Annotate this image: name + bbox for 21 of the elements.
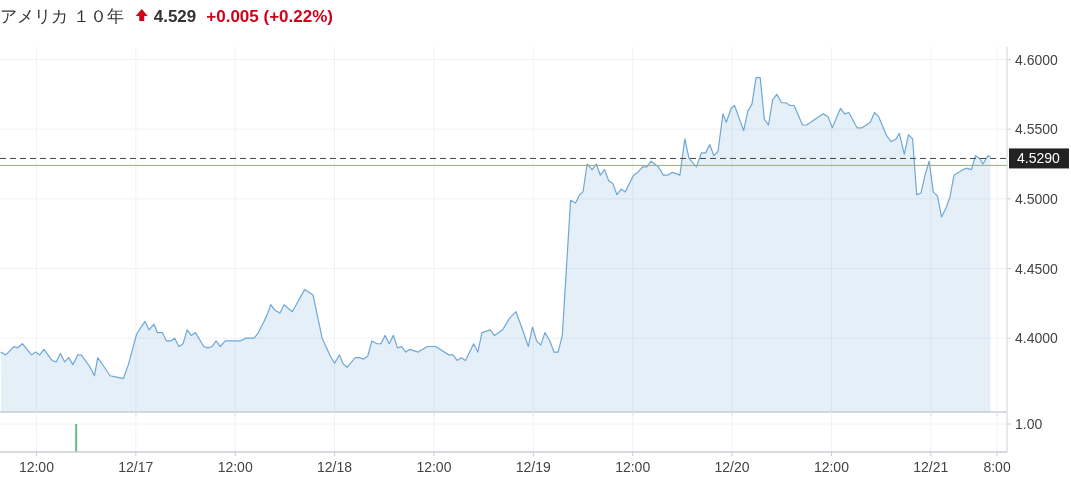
y-tick-label: 4.5500 [1015, 121, 1059, 138]
x-tick-label: 12/21 [913, 459, 949, 475]
chart-title: アメリカ １０年 [0, 7, 124, 26]
y-tick-label: 4.4500 [1015, 260, 1059, 277]
y-tick-label: 4.6000 [1015, 51, 1059, 68]
y-tick-label: 4.5000 [1015, 190, 1059, 207]
y-tick-label: 4.4000 [1015, 330, 1059, 347]
text: +0.005 (+0.22%) [206, 7, 333, 26]
ref-line-label: 4.5290 [1017, 150, 1061, 167]
x-tick-label: 12/18 [317, 459, 353, 475]
x-tick-label: 12/20 [714, 459, 750, 475]
x-tick-label: 12:00 [615, 459, 651, 475]
x-tick-label: 12/19 [515, 459, 552, 475]
x-tick-label: 8:00 [983, 459, 1011, 475]
text: 4.529 [153, 7, 197, 26]
x-tick-label: 12:00 [217, 459, 253, 475]
x-tick-label: 12/17 [118, 459, 154, 475]
x-tick-label: 12:00 [18, 459, 55, 475]
y-tick-label: 1.00 [1015, 416, 1043, 433]
x-tick-label: 12:00 [813, 459, 850, 475]
x-tick-label: 12:00 [416, 459, 452, 475]
